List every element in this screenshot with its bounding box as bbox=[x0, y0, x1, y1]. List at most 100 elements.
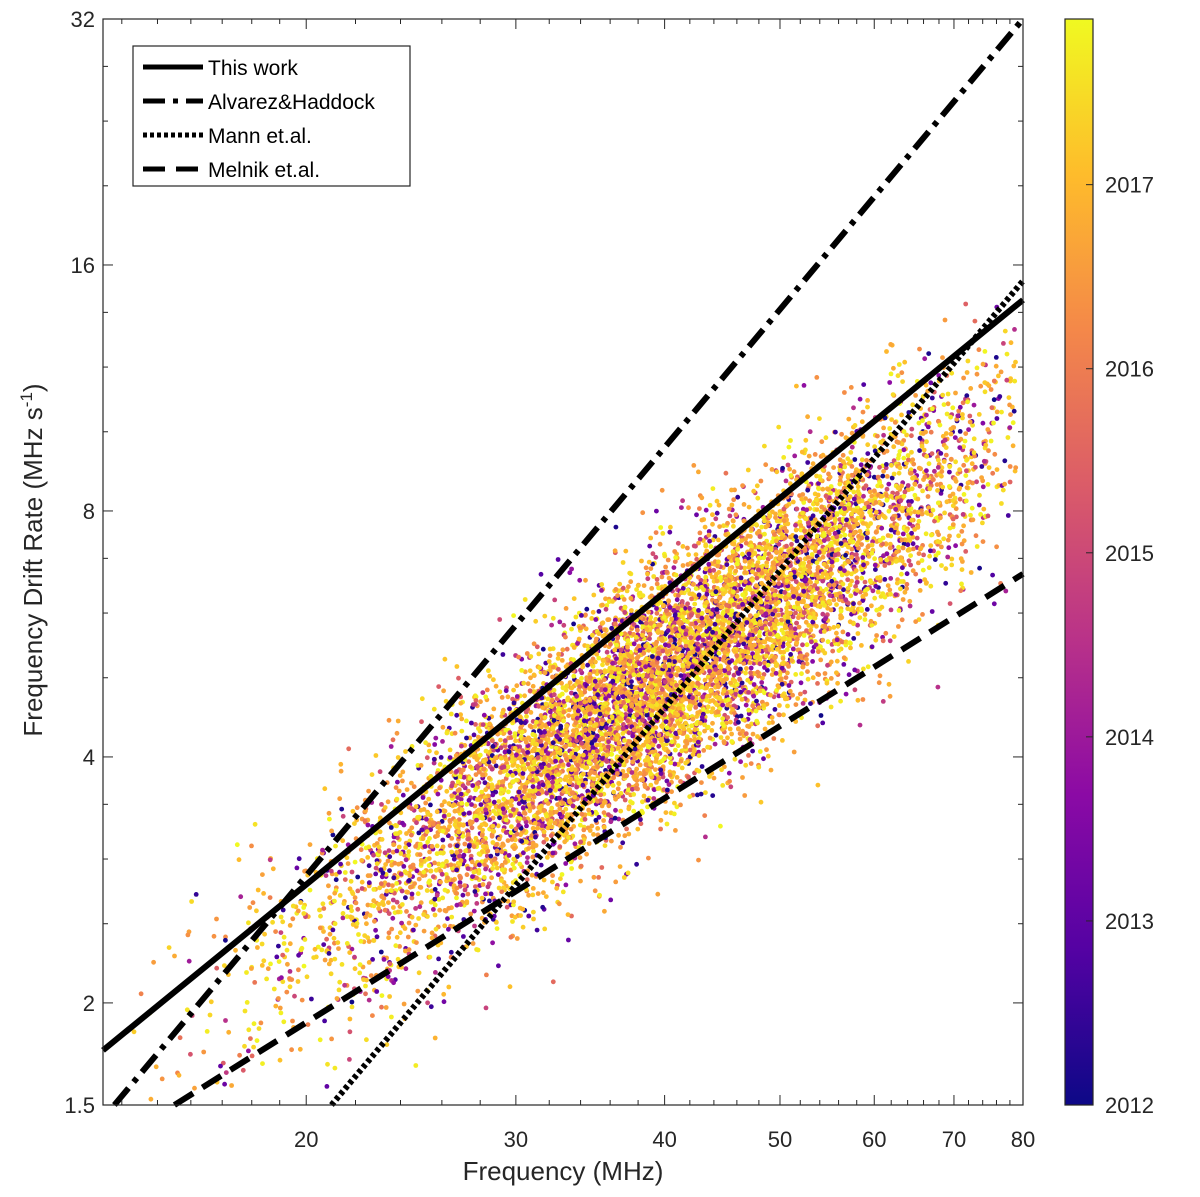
scatter-point bbox=[463, 848, 468, 854]
scatter-point bbox=[403, 948, 408, 954]
scatter-point bbox=[700, 694, 706, 700]
scatter-point bbox=[695, 710, 701, 716]
scatter-point bbox=[615, 786, 621, 792]
scatter-point bbox=[881, 432, 886, 438]
scatter-point bbox=[618, 647, 624, 653]
scatter-point bbox=[441, 991, 447, 997]
scatter-point bbox=[473, 722, 478, 727]
scatter-point bbox=[522, 669, 528, 675]
scatter-point bbox=[800, 701, 806, 706]
scatter-point bbox=[353, 900, 359, 906]
scatter-point bbox=[810, 675, 816, 681]
scatter-point bbox=[945, 537, 951, 543]
scatter-point bbox=[887, 426, 893, 431]
scatter-point bbox=[828, 659, 834, 665]
scatter-point bbox=[514, 854, 520, 859]
scatter-point bbox=[321, 906, 327, 911]
scatter-point bbox=[524, 651, 530, 656]
scatter-point bbox=[528, 710, 534, 715]
scatter-point bbox=[913, 393, 918, 398]
scatter-point bbox=[1005, 513, 1011, 518]
scatter-point bbox=[920, 612, 925, 617]
scatter-point bbox=[487, 673, 493, 679]
scatter-point bbox=[848, 450, 854, 455]
scatter-point bbox=[330, 832, 336, 838]
scatter-point bbox=[403, 895, 408, 901]
scatter-point bbox=[693, 690, 699, 696]
scatter-point bbox=[422, 844, 428, 849]
scatter-point bbox=[391, 842, 396, 848]
scatter-point bbox=[913, 571, 919, 577]
scatter-point bbox=[342, 877, 348, 882]
scatter-point bbox=[899, 370, 905, 376]
scatter-point bbox=[499, 889, 505, 895]
scatter-point bbox=[904, 571, 910, 577]
scatter-point bbox=[292, 993, 297, 999]
scatter-point bbox=[647, 636, 652, 642]
scatter-point bbox=[748, 670, 753, 676]
scatter-point bbox=[727, 778, 732, 784]
scatter-point bbox=[251, 1021, 257, 1027]
scatter-point bbox=[322, 1018, 327, 1024]
scatter-point bbox=[622, 738, 627, 743]
scatter-point bbox=[604, 649, 610, 655]
scatter-point bbox=[694, 714, 700, 719]
scatter-point bbox=[924, 439, 929, 445]
scatter-point bbox=[507, 706, 512, 712]
scatter-point bbox=[371, 898, 377, 904]
scatter-point bbox=[878, 439, 884, 445]
scatter-point bbox=[862, 612, 868, 617]
scatter-point bbox=[218, 1063, 223, 1069]
scatter-point bbox=[784, 630, 790, 636]
scatter-point bbox=[572, 841, 578, 847]
scatter-point bbox=[542, 613, 548, 619]
scatter-point bbox=[912, 481, 918, 487]
scatter-point bbox=[497, 770, 503, 775]
scatter-point bbox=[714, 702, 719, 707]
scatter-point bbox=[834, 557, 840, 563]
scatter-point bbox=[552, 597, 558, 603]
scatter-point bbox=[663, 564, 668, 570]
scatter-point bbox=[382, 850, 388, 856]
scatter-point bbox=[359, 879, 365, 885]
scatter-point bbox=[894, 549, 899, 555]
scatter-point bbox=[432, 902, 438, 908]
scatter-point bbox=[847, 640, 853, 646]
scatter-point bbox=[729, 731, 734, 737]
scatter-point bbox=[373, 753, 379, 758]
scatter-point bbox=[317, 907, 322, 913]
scatter-point bbox=[884, 474, 890, 479]
scatter-point bbox=[390, 915, 396, 921]
scatter-point bbox=[365, 873, 371, 879]
scatter-point bbox=[349, 946, 355, 952]
scatter-point bbox=[403, 857, 409, 863]
scatter-point bbox=[639, 558, 644, 564]
scatter-point bbox=[776, 424, 782, 430]
scatter-point bbox=[865, 451, 871, 456]
scatter-point bbox=[674, 804, 680, 810]
scatter-point bbox=[881, 425, 886, 431]
scatter-point bbox=[296, 967, 301, 973]
scatter-point bbox=[371, 852, 376, 858]
scatter-point bbox=[568, 826, 574, 832]
scatter-point bbox=[758, 799, 764, 805]
scatter-point bbox=[795, 696, 801, 701]
scatter-point bbox=[287, 941, 293, 947]
scatter-point bbox=[854, 575, 860, 581]
scatter-point bbox=[872, 595, 878, 601]
scatter-point bbox=[925, 494, 931, 499]
scatter-point bbox=[626, 831, 632, 837]
scatter-point bbox=[902, 489, 908, 495]
scatter-point bbox=[815, 782, 821, 788]
scatter-point bbox=[459, 716, 465, 722]
scatter-point bbox=[278, 930, 284, 935]
scatter-point bbox=[403, 966, 409, 972]
scatter-point bbox=[891, 471, 897, 477]
scatter-point bbox=[433, 970, 438, 975]
scatter-point bbox=[933, 553, 939, 558]
scatter-point bbox=[968, 512, 973, 518]
scatter-point bbox=[555, 802, 560, 807]
scatter-point bbox=[816, 486, 822, 492]
scatter-point bbox=[581, 827, 587, 833]
scatter-point bbox=[896, 362, 902, 367]
